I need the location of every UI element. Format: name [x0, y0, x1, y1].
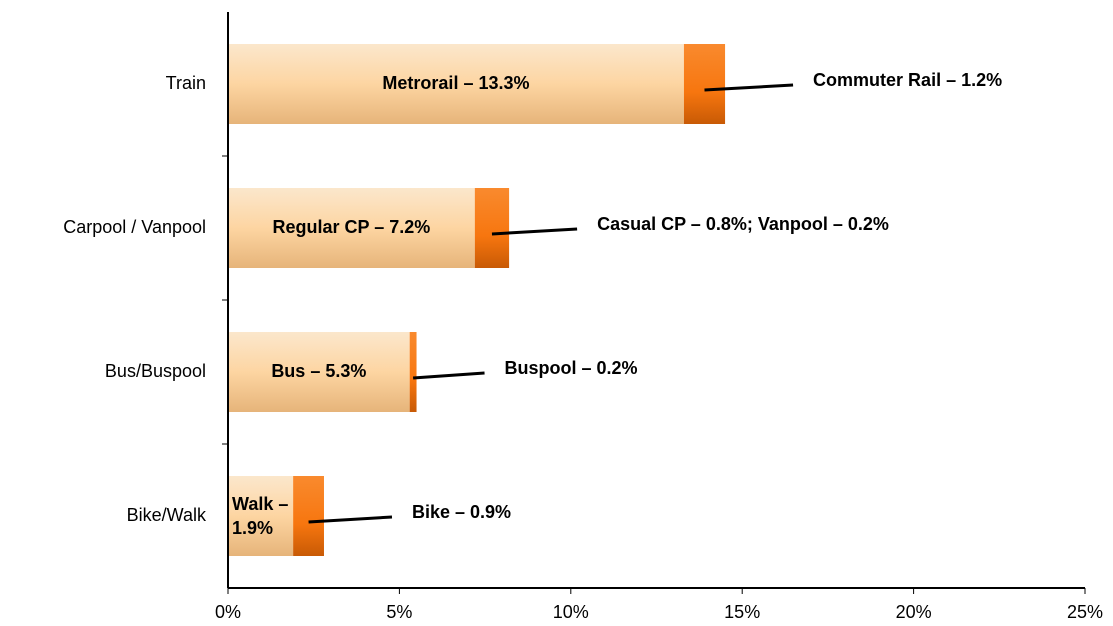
- segment-label: Walk – 1.9%: [232, 494, 293, 538]
- x-tick-label: 0%: [215, 602, 241, 622]
- x-tick-label: 25%: [1067, 602, 1103, 622]
- category-label: Bike/Walk: [127, 505, 207, 525]
- callout-label: Bike – 0.9%: [412, 502, 511, 522]
- label-line: Walk –: [232, 494, 293, 514]
- bar-segment: [228, 44, 684, 124]
- bar-segment: [228, 188, 475, 268]
- leader-line: [308, 515, 393, 524]
- segment-label: Metrorail – 13.3%: [382, 73, 529, 93]
- x-tick-label: 20%: [896, 602, 932, 622]
- bar-segment: [683, 44, 726, 124]
- leader-line: [491, 227, 578, 236]
- callout-label: Casual CP – 0.8%; Vanpool – 0.2%: [597, 214, 889, 234]
- bar-segment: [474, 188, 510, 268]
- label-line: 1.9%: [232, 518, 273, 538]
- x-tick-label: 10%: [553, 602, 589, 622]
- category-label: Bus/Buspool: [105, 361, 206, 381]
- x-tick-label: 15%: [724, 602, 760, 622]
- callout-label: Buspool – 0.2%: [505, 358, 638, 378]
- category-label: Train: [166, 73, 206, 93]
- leader-line: [413, 371, 485, 380]
- segment-label: Regular CP – 7.2%: [273, 217, 431, 237]
- bar-segment: [293, 476, 324, 556]
- category-label: Carpool / Vanpool: [63, 217, 206, 237]
- segment-label: Bus – 5.3%: [271, 361, 366, 381]
- bar-segment: [228, 476, 294, 556]
- leader-line: [704, 83, 794, 92]
- callout-label: Commuter Rail – 1.2%: [813, 70, 1002, 90]
- bar-segment: [409, 332, 417, 412]
- bar-segment: [228, 332, 410, 412]
- x-tick-label: 5%: [386, 602, 412, 622]
